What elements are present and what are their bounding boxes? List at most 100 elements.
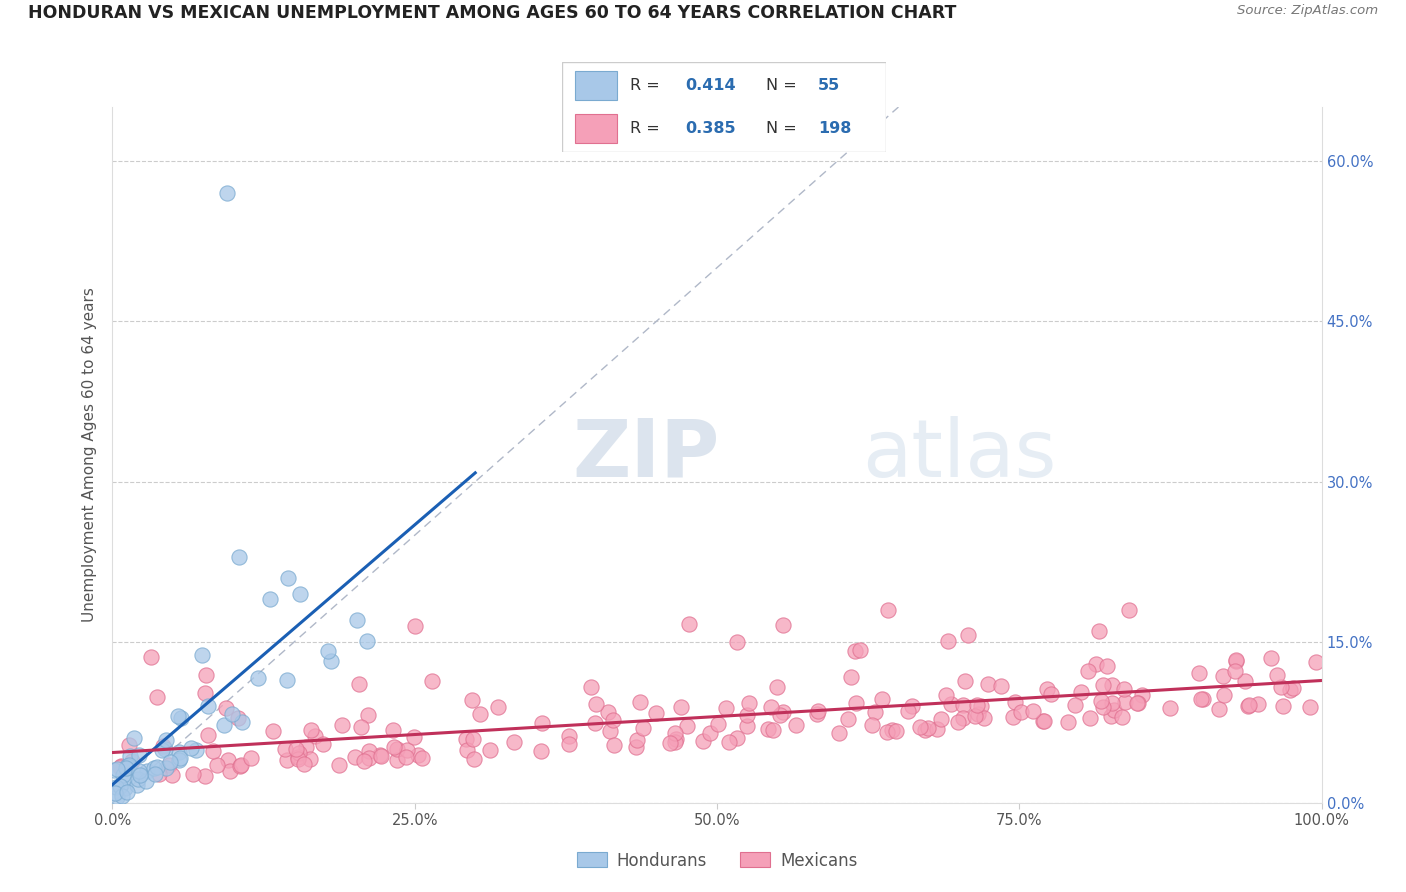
Text: R =: R = (630, 121, 665, 136)
Point (738, 696, 761, 710)
Point (717, 734, 740, 748)
Point (402, 730, 425, 744)
Point (990, 679, 1012, 693)
Point (463, 751, 485, 765)
Point (142, 761, 165, 775)
Point (411, 751, 433, 765)
Point (664, 734, 686, 748)
Point (1270, 681, 1292, 695)
Point (114, 781, 136, 796)
Point (1272, 698, 1295, 713)
Point (277, 571, 299, 585)
Point (115, 760, 138, 774)
Point (772, 705, 794, 719)
Point (461, 692, 484, 706)
Point (287, 750, 309, 764)
Point (558, 729, 581, 743)
Point (104, 780, 127, 794)
Point (239, 751, 262, 765)
FancyBboxPatch shape (562, 62, 886, 152)
Point (1084, 657, 1107, 671)
Point (128, 764, 150, 778)
Point (167, 745, 190, 759)
Point (127, 772, 149, 786)
Point (897, 704, 920, 718)
Point (1088, 624, 1111, 638)
Point (145, 760, 167, 774)
Point (228, 549, 250, 564)
Point (319, 654, 342, 668)
Point (357, 708, 380, 723)
Point (1118, 603, 1140, 617)
Point (936, 633, 959, 648)
Text: atlas: atlas (862, 416, 1056, 494)
Point (848, 643, 870, 657)
Point (385, 754, 408, 768)
Point (1234, 674, 1257, 689)
Point (167, 753, 190, 767)
Point (1004, 694, 1026, 708)
Point (973, 711, 995, 725)
Point (1091, 678, 1114, 692)
Point (122, 731, 145, 746)
Point (1057, 715, 1080, 730)
Point (914, 723, 936, 737)
Point (1212, 669, 1234, 683)
Point (925, 723, 948, 737)
Point (579, 680, 602, 694)
Point (1126, 697, 1149, 711)
Point (952, 711, 974, 725)
Point (1188, 665, 1211, 680)
Point (806, 706, 828, 721)
Point (212, 718, 235, 732)
Point (353, 754, 375, 768)
Point (706, 716, 728, 731)
Point (1279, 683, 1302, 698)
Point (1225, 654, 1247, 668)
Point (1225, 652, 1247, 666)
Point (159, 755, 181, 769)
Point (692, 734, 714, 748)
Point (658, 736, 681, 750)
Point (1063, 698, 1085, 712)
Point (870, 692, 893, 706)
Point (946, 714, 969, 729)
Point (170, 711, 193, 725)
Point (863, 705, 886, 719)
Point (530, 744, 553, 758)
Point (599, 724, 621, 739)
Point (725, 731, 748, 746)
Point (941, 697, 963, 711)
Point (226, 711, 249, 725)
Point (194, 768, 217, 782)
Point (1010, 705, 1032, 719)
Point (956, 628, 979, 642)
Point (350, 720, 373, 734)
Point (184, 743, 207, 757)
Point (112, 768, 135, 782)
Point (1032, 714, 1054, 729)
Legend: Hondurans, Mexicans: Hondurans, Mexicans (568, 843, 866, 878)
Point (735, 719, 758, 733)
Point (1159, 701, 1181, 715)
Point (370, 747, 392, 762)
Point (285, 742, 308, 756)
Point (502, 735, 524, 749)
Point (128, 747, 150, 762)
Y-axis label: Unemployment Among Ages 60 to 64 years: Unemployment Among Ages 60 to 64 years (82, 287, 97, 623)
Point (385, 741, 408, 756)
Point (299, 723, 322, 738)
Point (292, 756, 315, 771)
Point (111, 789, 134, 804)
Point (967, 706, 990, 721)
Point (108, 779, 131, 793)
Point (328, 757, 350, 772)
Point (1130, 688, 1153, 702)
Point (231, 715, 253, 730)
Point (191, 648, 214, 662)
Point (276, 673, 298, 687)
Point (259, 592, 281, 607)
Point (1077, 664, 1099, 678)
Point (917, 721, 939, 735)
Point (963, 709, 986, 723)
